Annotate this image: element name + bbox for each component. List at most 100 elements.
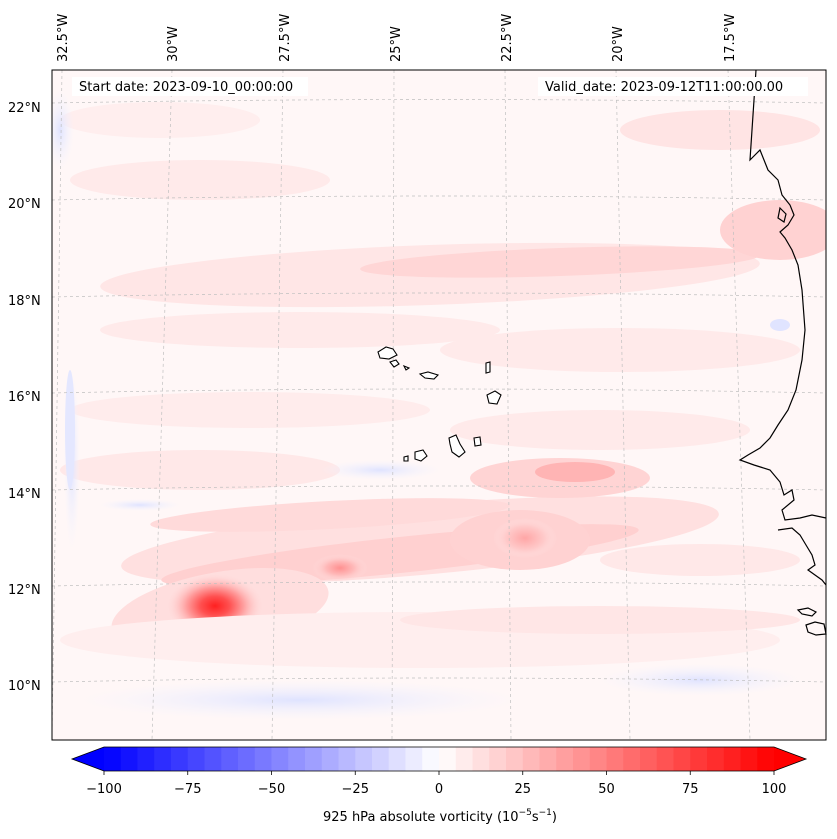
colorbar-segment bbox=[556, 747, 574, 771]
colorbar: −100 −75 −50 −25 0 25 50 75 100 925 hPa absolute… bbox=[70, 746, 808, 825]
colorbar-tick-label: −100 bbox=[86, 782, 122, 797]
colorbar-segment bbox=[455, 747, 473, 771]
colorbar-extend-max bbox=[774, 747, 806, 771]
colorbar-segment bbox=[623, 747, 641, 771]
island-sal bbox=[485, 361, 491, 374]
vorticity-field bbox=[52, 90, 826, 720]
colorbar-tick-label: −50 bbox=[258, 782, 285, 797]
colorbar-segment bbox=[723, 747, 741, 771]
island-santiago bbox=[448, 434, 466, 458]
colorbar-segment bbox=[254, 747, 272, 771]
lon-label-32-5w: 32.5°W bbox=[56, 14, 71, 62]
colorbar-segment bbox=[388, 747, 406, 771]
colorbar-segment bbox=[137, 747, 155, 771]
colorbar-segment bbox=[120, 747, 138, 771]
colorbar-segment bbox=[372, 747, 390, 771]
island-santo-antao bbox=[377, 346, 398, 360]
island-brava bbox=[403, 455, 409, 462]
island-fogo bbox=[414, 449, 428, 462]
colorbar-label-mid: s bbox=[532, 810, 539, 825]
map-panel: Start date: 2023-09-10_00:00:00 Valid_da… bbox=[51, 69, 827, 741]
coastline-bijagos bbox=[796, 607, 818, 617]
colorbar-label-exp1: −5 bbox=[519, 808, 532, 818]
colorbar-tick-label: 0 bbox=[435, 782, 443, 797]
colorbar-tick-label: −75 bbox=[174, 782, 201, 797]
map-frame bbox=[51, 69, 827, 741]
colorbar-segment bbox=[656, 747, 674, 771]
island-santa-luzia bbox=[402, 364, 411, 371]
colorbar-segment bbox=[338, 747, 356, 771]
meridian-20w bbox=[615, 70, 631, 740]
colorbar-segment bbox=[589, 747, 607, 771]
meridian-17-5w bbox=[727, 70, 751, 740]
colorbar-segment bbox=[271, 747, 289, 771]
colorbar-segment bbox=[506, 747, 524, 771]
colorbar-tick-label: 75 bbox=[682, 782, 699, 797]
lat-label-18n: 18°N bbox=[8, 294, 41, 309]
start-date-label: Start date: 2023-09-10_00:00:00 bbox=[79, 80, 293, 95]
latitude-labels: 22°N 20°N 18°N 16°N 14°N 12°N 10°N bbox=[8, 101, 41, 694]
colorbar-tick-label: 100 bbox=[762, 782, 787, 797]
lon-label-27-5w: 27.5°W bbox=[278, 14, 293, 62]
colorbar-tick-label: 50 bbox=[598, 782, 615, 797]
colorbar-segment bbox=[355, 747, 373, 771]
lat-label-16n: 16°N bbox=[8, 390, 41, 405]
valid-date-box bbox=[538, 77, 808, 96]
parallel-14n bbox=[52, 485, 826, 491]
colorbar-segment bbox=[522, 747, 540, 771]
meridian-27-5w bbox=[271, 70, 284, 740]
colorbar-tick-label: 25 bbox=[514, 782, 531, 797]
lat-label-22n: 22°N bbox=[8, 101, 41, 116]
colorbar-ticks: −100 −75 −50 −25 0 25 50 75 100 bbox=[86, 771, 786, 797]
coastline-mauritania-senegal bbox=[738, 69, 827, 521]
meridian-22-5w bbox=[504, 70, 512, 740]
colorbar-segment bbox=[673, 747, 691, 771]
island-sao-vicente bbox=[389, 359, 400, 368]
lon-label-30w: 30°W bbox=[166, 26, 181, 62]
island-boa-vista bbox=[486, 390, 502, 405]
valid-date-label: Valid_date: 2023-09-12T11:00:00.00 bbox=[545, 80, 783, 95]
colorbar-segment bbox=[321, 747, 339, 771]
colorbar-label: 925 hPa absolute vorticity (10−5s−1) bbox=[323, 808, 557, 825]
parallel-10n bbox=[52, 677, 826, 683]
colorbar-segment bbox=[238, 747, 256, 771]
parallel-20n bbox=[52, 195, 826, 201]
colorbar-segment bbox=[539, 747, 557, 771]
lon-label-25w: 25°W bbox=[389, 26, 404, 62]
parallel-18n bbox=[52, 292, 826, 298]
colorbar-segment bbox=[154, 747, 172, 771]
colorbar-segment bbox=[707, 747, 725, 771]
island-sao-nicolau bbox=[418, 371, 440, 380]
colorbar-segments bbox=[72, 747, 806, 771]
colorbar-segment bbox=[405, 747, 423, 771]
start-date-box bbox=[72, 77, 308, 96]
colorbar-segment bbox=[472, 747, 490, 771]
meridian-25w bbox=[391, 70, 395, 740]
lon-label-17-5w: 17.5°W bbox=[723, 14, 738, 62]
cape-verde-islands bbox=[377, 346, 502, 462]
colorbar-segment bbox=[606, 747, 624, 771]
colorbar-label-suffix: ) bbox=[552, 810, 557, 825]
colorbar-segment bbox=[690, 747, 708, 771]
colorbar-label-prefix: 925 hPa absolute vorticity (10 bbox=[323, 810, 519, 825]
parallel-16n bbox=[52, 388, 826, 394]
colorbar-segment bbox=[740, 747, 758, 771]
colorbar-segment bbox=[288, 747, 306, 771]
coastline-banc-arguin bbox=[777, 206, 787, 223]
colorbar-segment bbox=[104, 747, 122, 771]
colorbar-segment bbox=[204, 747, 222, 771]
colorbar-segment bbox=[187, 747, 205, 771]
colorbar-segment bbox=[640, 747, 658, 771]
colorbar-segment bbox=[489, 747, 507, 771]
colorbar-tick-label: −25 bbox=[342, 782, 369, 797]
longitude-labels: 32.5°W 30°W 27.5°W 25°W 22.5°W 20°W 17.5… bbox=[56, 14, 738, 62]
lat-label-20n: 20°N bbox=[8, 197, 41, 212]
colorbar-segment bbox=[221, 747, 239, 771]
graticule bbox=[52, 70, 826, 740]
colorbar-segment bbox=[439, 747, 457, 771]
colorbar-segment bbox=[573, 747, 591, 771]
parallel-22n bbox=[52, 99, 826, 104]
colorbar-segment bbox=[171, 747, 189, 771]
parallel-12n bbox=[52, 581, 826, 587]
